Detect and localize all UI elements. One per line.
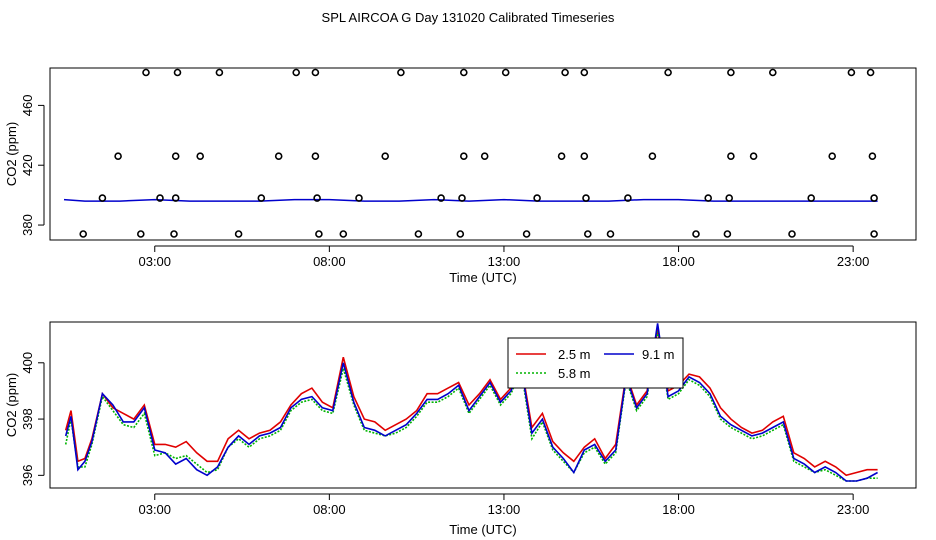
xlabel-bottom: Time (UTC)	[449, 522, 516, 537]
data-point	[580, 152, 589, 160]
data-point	[196, 152, 204, 160]
data-point	[315, 230, 323, 238]
data-point	[725, 194, 734, 202]
data-point	[828, 152, 837, 160]
data-point	[533, 194, 541, 202]
x-tick-label: 18:00	[662, 502, 695, 517]
y-tick-label: 460	[20, 95, 35, 117]
x-tick-label: 03:00	[138, 502, 171, 517]
data-point	[339, 230, 348, 238]
data-point	[866, 68, 875, 77]
data-point	[727, 68, 735, 77]
y-tick-label: 380	[20, 214, 35, 236]
data-point	[171, 152, 180, 160]
data-point	[234, 230, 243, 238]
y-tick-label: 400	[20, 352, 35, 374]
data-point	[480, 152, 489, 160]
data-point	[171, 194, 180, 202]
data-point	[114, 152, 122, 160]
data-point	[137, 230, 145, 238]
data-point	[414, 230, 423, 238]
data-point	[580, 68, 589, 77]
data-point	[142, 68, 150, 77]
plot-frame-bottom	[49, 321, 917, 489]
data-point	[522, 230, 531, 238]
chart-title: SPL AIRCOA G Day 131020 Calibrated Times…	[322, 10, 615, 25]
marks-top	[63, 68, 878, 238]
axes-top: 03:00 08:00 13:00 18:00 23:00 380 420 460	[20, 95, 869, 269]
legend-label-2-5m: 2.5 m	[558, 347, 591, 362]
data-point	[311, 68, 320, 77]
xlabel-top: Time (UTC)	[449, 270, 516, 285]
x-tick-label: 18:00	[662, 254, 695, 269]
plot-frame-top	[49, 67, 917, 241]
data-point	[311, 152, 320, 160]
x-tick-label: 08:00	[313, 254, 346, 269]
data-point	[501, 68, 510, 77]
x-tick-label: 23:00	[837, 502, 870, 517]
data-point	[459, 152, 468, 160]
x-tick-label: 23:00	[837, 254, 870, 269]
series-lines	[64, 323, 878, 482]
data-point	[274, 152, 283, 160]
panel-top: 03:00 08:00 13:00 18:00 23:00 380 420 460 Time …	[4, 67, 917, 285]
ylabel-bottom: CO2 (ppm)	[4, 373, 19, 437]
data-point	[257, 194, 266, 202]
data-point	[98, 194, 107, 202]
series-line-0	[64, 328, 878, 477]
data-point	[215, 68, 224, 77]
data-point	[847, 68, 856, 77]
data-point	[170, 230, 178, 238]
data-point	[692, 230, 700, 238]
data-point	[606, 230, 615, 238]
data-point	[870, 194, 878, 202]
data-point	[664, 68, 672, 77]
x-tick-label: 13:00	[488, 254, 521, 269]
legend-box	[507, 337, 684, 389]
legend-label-5-8m: 5.8 m	[558, 366, 591, 381]
y-tick-label: 420	[20, 154, 35, 176]
y-tick-label: 398	[20, 408, 35, 430]
data-point	[79, 230, 87, 238]
data-point	[868, 152, 877, 160]
data-point	[723, 230, 732, 238]
data-point	[458, 194, 466, 202]
data-point	[870, 230, 878, 238]
data-point	[624, 194, 632, 202]
data-point	[156, 194, 164, 202]
data-point	[704, 194, 713, 202]
data-point	[788, 230, 796, 238]
data-point	[437, 194, 445, 202]
series-line	[63, 198, 878, 202]
data-point	[313, 194, 321, 202]
data-point	[807, 194, 816, 202]
y-tick-label: 396	[20, 464, 35, 486]
data-point	[583, 230, 592, 238]
x-tick-label: 13:00	[488, 502, 521, 517]
data-point	[292, 68, 301, 77]
axes-bottom: 03:00 08:00 13:00 18:00 23:00 396 398 400	[20, 352, 869, 517]
data-point	[557, 152, 566, 160]
legend: 2.5 m 5.8 m 9.1 m	[507, 337, 684, 389]
data-point	[397, 68, 405, 77]
data-point	[561, 68, 569, 77]
data-point	[381, 152, 390, 160]
data-point	[459, 68, 468, 77]
series-line-2	[64, 323, 878, 482]
data-point	[355, 194, 363, 202]
x-tick-label: 08:00	[313, 502, 346, 517]
panel-bottom: 03:00 08:00 13:00 18:00 23:00 396 398 400 Time …	[4, 321, 917, 537]
ylabel-top: CO2 (ppm)	[4, 122, 19, 186]
data-point	[582, 194, 590, 202]
data-point	[727, 152, 735, 160]
data-point	[768, 68, 777, 77]
x-tick-label: 03:00	[138, 254, 171, 269]
data-point	[456, 230, 465, 238]
data-point	[749, 152, 758, 160]
data-point	[648, 152, 657, 160]
legend-label-9-1m: 9.1 m	[642, 347, 675, 362]
data-point	[173, 68, 182, 77]
